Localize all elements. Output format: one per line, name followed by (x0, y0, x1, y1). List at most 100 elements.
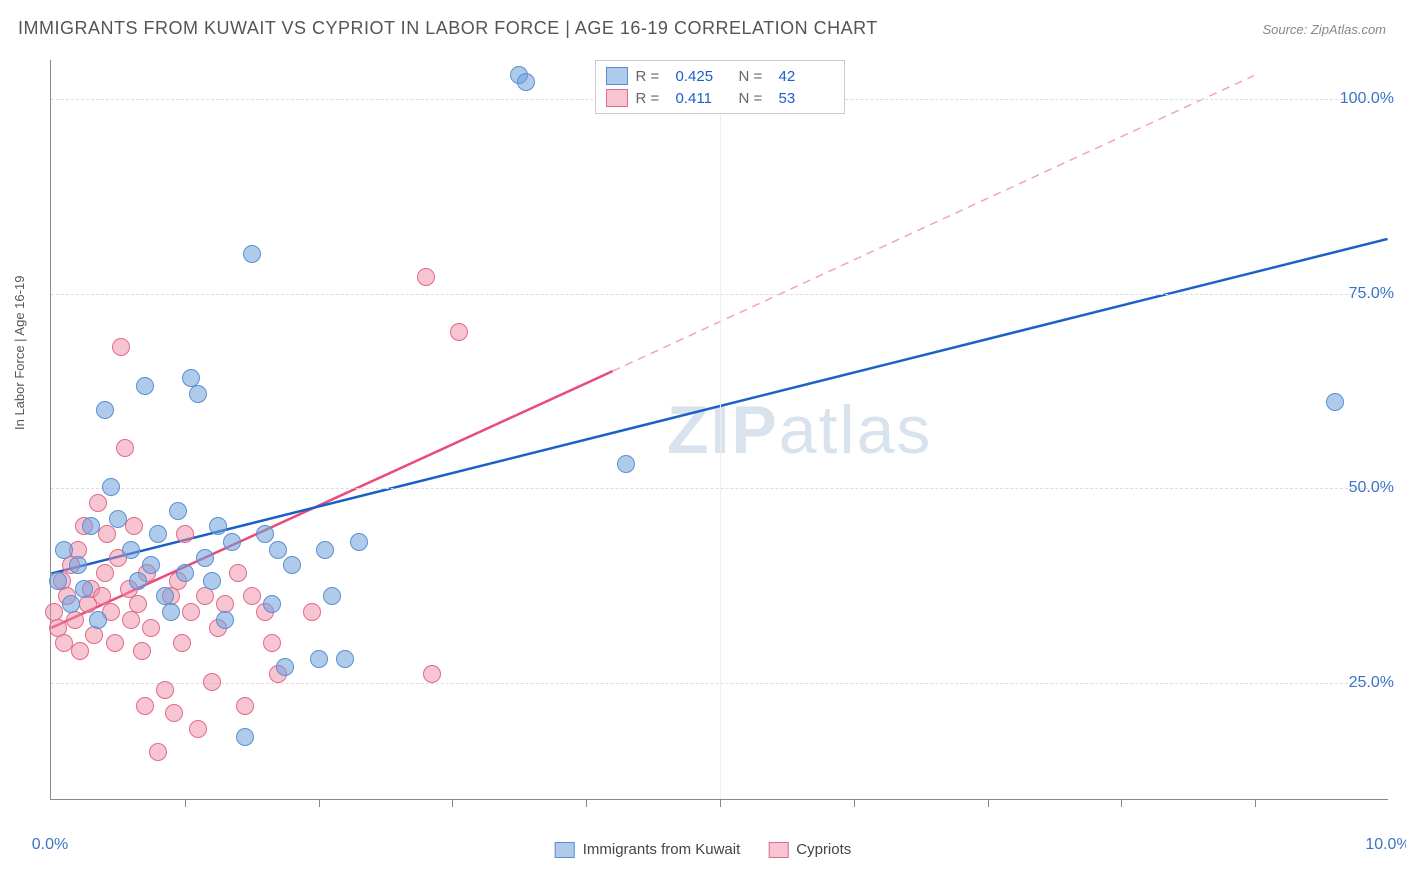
xtick (854, 799, 855, 807)
legend-label-kuwait: Immigrants from Kuwait (583, 841, 741, 858)
scatter-point-kuwait (269, 541, 287, 559)
scatter-point-kuwait (49, 572, 67, 590)
scatter-point-kuwait (350, 533, 368, 551)
series-legend: Immigrants from Kuwait Cypriots (555, 841, 852, 858)
scatter-point-cypriots (176, 525, 194, 543)
xtick (1121, 799, 1122, 807)
xtick (185, 799, 186, 807)
scatter-point-cypriots (149, 743, 167, 761)
scatter-point-kuwait (62, 595, 80, 613)
legend-item-cypriots: Cypriots (768, 841, 851, 858)
scatter-point-cypriots (303, 603, 321, 621)
xtick (988, 799, 989, 807)
r-label: R = (636, 68, 668, 85)
scatter-point-cypriots (236, 697, 254, 715)
chart-container: IMMIGRANTS FROM KUWAIT VS CYPRIOT IN LAB… (0, 0, 1406, 892)
scatter-point-cypriots (173, 634, 191, 652)
scatter-point-kuwait (149, 525, 167, 543)
scatter-point-cypriots (243, 587, 261, 605)
scatter-point-cypriots (136, 697, 154, 715)
scatter-point-kuwait (136, 377, 154, 395)
scatter-point-cypriots (142, 619, 160, 637)
r-value-kuwait: 0.425 (676, 68, 731, 85)
legend-label-cypriots: Cypriots (796, 841, 851, 858)
ytick-label: 100.0% (1340, 90, 1394, 108)
scatter-point-cypriots (98, 525, 116, 543)
ytick-label: 25.0% (1349, 674, 1394, 692)
gridline-v (720, 60, 721, 799)
r-value-cypriots: 0.411 (676, 90, 731, 107)
legend-swatch-cypriots (606, 89, 628, 107)
scatter-point-cypriots (182, 603, 200, 621)
scatter-point-kuwait (109, 510, 127, 528)
xtick-label: 0.0% (32, 836, 68, 854)
scatter-point-kuwait (96, 401, 114, 419)
scatter-point-cypriots (423, 665, 441, 683)
legend-row-cypriots: R = 0.411 N = 53 (606, 87, 834, 109)
legend-swatch-kuwait (606, 67, 628, 85)
scatter-point-kuwait (89, 611, 107, 629)
xtick (586, 799, 587, 807)
plot-area: ZIPatlas R = 0.425 N = 42 R = 0.411 N = … (50, 60, 1388, 800)
xtick (720, 799, 721, 807)
scatter-point-kuwait (283, 556, 301, 574)
scatter-point-kuwait (263, 595, 281, 613)
scatter-point-cypriots (229, 564, 247, 582)
scatter-point-kuwait (129, 572, 147, 590)
scatter-point-kuwait (69, 556, 87, 574)
y-axis-label: In Labor Force | Age 16-19 (12, 276, 27, 430)
n-label: N = (739, 90, 771, 107)
watermark: ZIPatlas (667, 391, 932, 469)
scatter-point-kuwait (142, 556, 160, 574)
scatter-point-cypriots (96, 564, 114, 582)
scatter-point-kuwait (209, 517, 227, 535)
scatter-point-cypriots (417, 268, 435, 286)
scatter-point-kuwait (316, 541, 334, 559)
scatter-point-kuwait (617, 455, 635, 473)
scatter-point-cypriots (165, 704, 183, 722)
scatter-point-kuwait (189, 385, 207, 403)
n-value-kuwait: 42 (779, 68, 834, 85)
scatter-point-kuwait (196, 549, 214, 567)
scatter-point-kuwait (75, 580, 93, 598)
scatter-point-kuwait (276, 658, 294, 676)
n-value-cypriots: 53 (779, 90, 834, 107)
scatter-point-cypriots (450, 323, 468, 341)
scatter-point-cypriots (156, 681, 174, 699)
chart-title: IMMIGRANTS FROM KUWAIT VS CYPRIOT IN LAB… (18, 18, 878, 39)
scatter-point-kuwait (102, 478, 120, 496)
scatter-point-kuwait (55, 541, 73, 559)
scatter-point-cypriots (263, 634, 281, 652)
scatter-point-kuwait (256, 525, 274, 543)
scatter-point-kuwait (236, 728, 254, 746)
r-label: R = (636, 90, 668, 107)
legend-item-kuwait: Immigrants from Kuwait (555, 841, 741, 858)
legend-row-kuwait: R = 0.425 N = 42 (606, 65, 834, 87)
xtick-label: 10.0% (1365, 836, 1406, 854)
scatter-point-kuwait (243, 245, 261, 263)
scatter-point-cypriots (116, 439, 134, 457)
scatter-point-kuwait (336, 650, 354, 668)
legend-swatch-cypriots-icon (768, 842, 788, 858)
xtick (452, 799, 453, 807)
scatter-point-kuwait (323, 587, 341, 605)
scatter-point-cypriots (112, 338, 130, 356)
scatter-point-cypriots (133, 642, 151, 660)
scatter-point-kuwait (122, 541, 140, 559)
watermark-rest: atlas (779, 392, 933, 468)
scatter-point-cypriots (196, 587, 214, 605)
scatter-point-cypriots (189, 720, 207, 738)
ytick-label: 75.0% (1349, 285, 1394, 303)
scatter-point-kuwait (223, 533, 241, 551)
scatter-point-cypriots (129, 595, 147, 613)
scatter-point-kuwait (203, 572, 221, 590)
n-label: N = (739, 68, 771, 85)
scatter-point-kuwait (169, 502, 187, 520)
watermark-bold: ZIP (667, 392, 779, 468)
source-attribution: Source: ZipAtlas.com (1262, 22, 1386, 37)
scatter-point-cypriots (71, 642, 89, 660)
correlation-legend: R = 0.425 N = 42 R = 0.411 N = 53 (595, 60, 845, 114)
ytick-label: 50.0% (1349, 479, 1394, 497)
scatter-point-kuwait (82, 517, 100, 535)
scatter-point-cypriots (203, 673, 221, 691)
